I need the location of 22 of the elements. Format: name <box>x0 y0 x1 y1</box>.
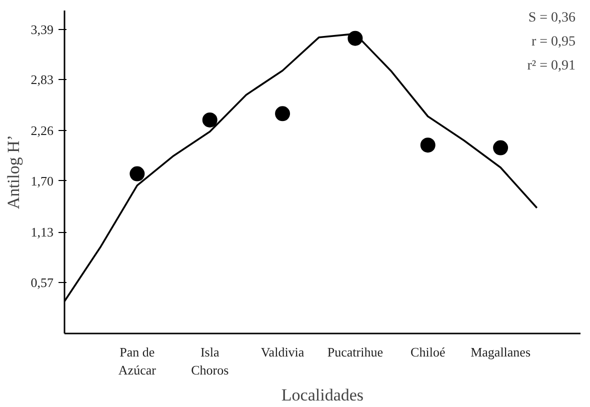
x-tick-label: Pan de Azúcar <box>118 344 157 378</box>
point <box>420 138 436 153</box>
x-tick-label: Chiloé <box>410 344 446 360</box>
point <box>275 106 290 122</box>
point <box>130 166 145 182</box>
annotation: S = 0,36 <box>528 10 576 26</box>
x-tick-label: Pucatrihue <box>327 344 384 360</box>
x-tick-label: Isla Choros <box>191 344 229 378</box>
annotation: r = 0,95 <box>531 34 576 50</box>
y-tick-label: 1,13 <box>30 224 54 240</box>
y-tick-label: 2,83 <box>30 72 54 88</box>
point <box>493 140 508 156</box>
annotation: r² = 0,91 <box>527 58 576 74</box>
x-tick-label: Valdivia <box>260 344 304 360</box>
y-tick-label: 1,70 <box>30 173 54 188</box>
y-axis-title: Antilog H’ <box>4 134 23 210</box>
y-tick-label: 0,57 <box>30 274 54 290</box>
x-tick-label: Magallanes <box>470 344 531 360</box>
point <box>202 112 218 128</box>
y-tick-label: 2,26 <box>30 123 54 138</box>
y-tick-label: 3,39 <box>30 22 54 37</box>
x-axis-title: Localidades <box>281 386 364 404</box>
